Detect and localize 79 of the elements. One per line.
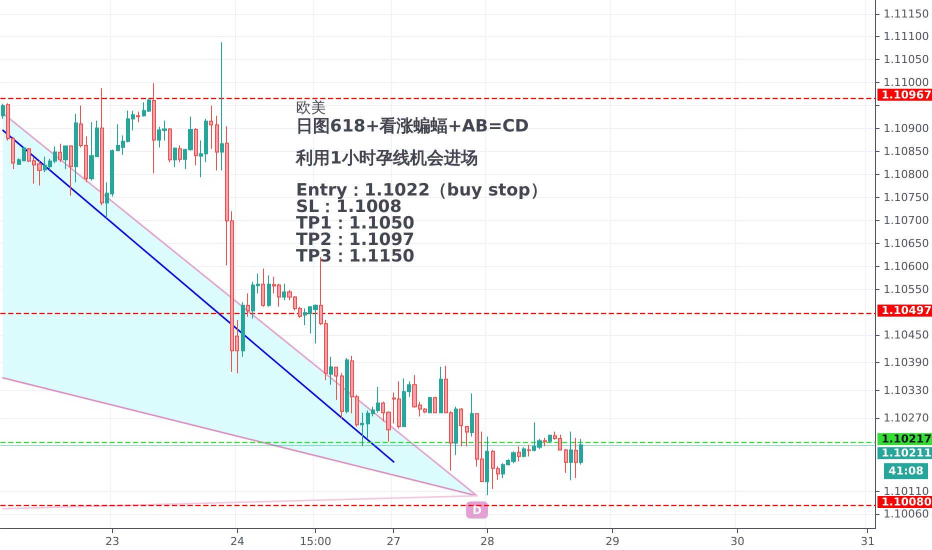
y-tick-label: 1.10850 — [884, 145, 930, 158]
candlestick — [334, 366, 338, 400]
candlestick — [69, 145, 73, 196]
y-tick-label: 1.11100 — [884, 30, 930, 44]
y-tick-label: 1.11150 — [884, 7, 930, 20]
candlestick — [246, 292, 250, 318]
ref-line-label: 1.10211 — [882, 446, 932, 460]
y-tick-label: 1.10330 — [884, 384, 930, 397]
y-tick-label: 1.10900 — [884, 122, 930, 136]
x-tick-label: 29 — [605, 535, 620, 548]
candlestick — [1, 103, 5, 120]
candlestick — [428, 396, 432, 414]
annotation: 利用1小时孕线机会进场 — [295, 148, 478, 168]
candlestick — [574, 438, 578, 478]
ref-line-label: 1.10217 — [882, 432, 932, 446]
candlestick — [439, 366, 443, 414]
x-tick-label: 30 — [730, 535, 744, 548]
candlestick — [100, 88, 104, 206]
annotation: 欧美 — [296, 98, 326, 116]
y-tick-label: 1.11050 — [884, 53, 930, 66]
candlestick — [220, 42, 224, 171]
annotation: D — [472, 504, 482, 518]
candlestick — [329, 356, 333, 386]
y-tick-label: 1.11000 — [884, 76, 930, 90]
y-tick-label: 1.10700 — [884, 214, 930, 227]
y-tick-label: 1.10270 — [884, 411, 930, 424]
y-tick-label: 1.10800 — [884, 168, 930, 181]
x-tick-label: 28 — [480, 535, 494, 548]
x-tick-label: 23 — [105, 535, 120, 548]
x-tick-label: 24 — [230, 535, 244, 548]
x-tick-label: 27 — [386, 535, 401, 548]
candlestick — [569, 431, 573, 481]
annotation: 日图618+看涨蝙蝠+AB=CD — [296, 116, 529, 136]
candlestick — [485, 436, 489, 496]
candlestick — [215, 115, 219, 171]
y-tick-label: 1.10600 — [884, 260, 930, 273]
candlestick — [173, 146, 177, 168]
candlestick — [345, 358, 349, 414]
candlestick — [58, 143, 62, 163]
candlestick — [360, 412, 364, 447]
candlestick — [168, 128, 172, 163]
candlestick — [459, 408, 463, 447]
candlestick — [564, 448, 568, 474]
candlestick — [261, 268, 265, 308]
candlestick — [194, 128, 198, 166]
candlestick — [267, 274, 271, 308]
ref-line-label: 1.10497 — [882, 304, 932, 318]
y-tick-label: 1.10550 — [884, 282, 930, 296]
candlestick — [548, 434, 552, 444]
candlestick — [74, 113, 78, 183]
x-tick-label: 15:00 — [300, 535, 332, 548]
candlestick — [209, 105, 213, 150]
candlestick — [178, 145, 182, 163]
candlestick — [517, 446, 521, 462]
y-tick-label: 1.10110 — [884, 484, 930, 498]
y-tick-label: 1.10450 — [884, 328, 930, 342]
candlestick — [543, 438, 547, 447]
ref-line-label: 1.10967 — [882, 88, 932, 102]
candlestick — [136, 111, 140, 123]
candlestick — [433, 396, 437, 414]
y-tick-label: 1.10390 — [884, 356, 930, 370]
candlestick — [241, 302, 245, 358]
candlestick — [340, 372, 344, 419]
candlestick — [522, 446, 526, 458]
y-tick-label: 1.10750 — [884, 190, 930, 204]
ref-line-label: 1.10080 — [882, 496, 932, 509]
candlestick — [465, 426, 469, 447]
x-tick-label: 31 — [860, 535, 875, 548]
y-tick-label: 1.10650 — [884, 236, 930, 250]
candlestick — [282, 283, 286, 301]
candlestick — [527, 444, 531, 457]
annotation: Entry：1.1022（buy stop） — [296, 180, 548, 200]
candlestick — [63, 145, 68, 170]
text: 41:08 — [888, 464, 924, 478]
candlestick — [470, 392, 474, 438]
candlestick — [454, 406, 458, 456]
candlestick — [152, 82, 156, 174]
y-tick-label: 1.10060 — [884, 508, 930, 521]
candlestick — [579, 438, 583, 466]
